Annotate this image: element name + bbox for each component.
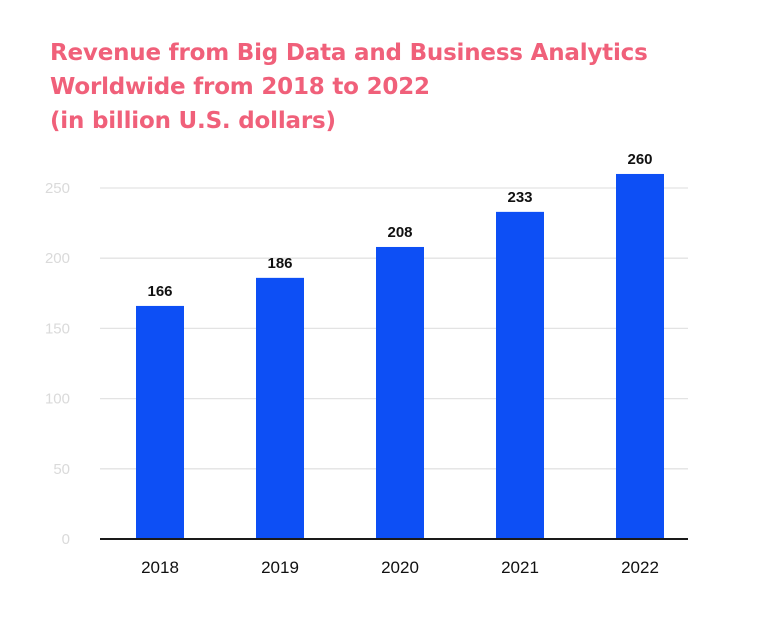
chart-title-line-3: (in billion U.S. dollars) bbox=[50, 108, 336, 134]
chart-title: Revenue from Big Data and Business Analy… bbox=[50, 36, 648, 138]
data-labels: 166 186 208 233 260 bbox=[147, 151, 652, 300]
x-tick-label-2019: 2019 bbox=[261, 558, 299, 577]
y-tick-label: 0 bbox=[62, 531, 70, 548]
bar-2020 bbox=[376, 246, 424, 539]
x-tick-label-2022: 2022 bbox=[621, 558, 659, 577]
x-tick-label-2021: 2021 bbox=[501, 558, 539, 577]
y-tick-label: 150 bbox=[45, 320, 70, 337]
y-tick-label: 100 bbox=[45, 391, 70, 408]
data-label-2022: 260 bbox=[627, 151, 652, 168]
y-tick-label: 250 bbox=[45, 180, 70, 197]
bars bbox=[136, 173, 664, 540]
bar-2019 bbox=[256, 277, 304, 539]
bar-2022 bbox=[616, 173, 664, 539]
x-tick-label-2020: 2020 bbox=[381, 558, 419, 577]
x-axis-tick-labels: 2018 2019 2020 2021 2022 bbox=[141, 558, 659, 577]
data-label-2021: 233 bbox=[507, 189, 532, 206]
bar-2021 bbox=[496, 211, 544, 540]
chart-title-line-2: Worldwide from 2018 to 2022 bbox=[50, 74, 430, 100]
x-tick-label-2018: 2018 bbox=[141, 558, 179, 577]
y-tick-label: 200 bbox=[45, 250, 70, 267]
chart-title-line-1: Revenue from Big Data and Business Analy… bbox=[50, 40, 648, 66]
bar-2018 bbox=[136, 305, 184, 539]
data-label-2019: 186 bbox=[267, 255, 292, 272]
data-label-2018: 166 bbox=[147, 283, 172, 300]
data-label-2020: 208 bbox=[387, 224, 412, 241]
y-tick-label: 50 bbox=[53, 461, 70, 478]
y-axis-tick-labels: 0 50 100 150 200 250 bbox=[45, 180, 70, 548]
